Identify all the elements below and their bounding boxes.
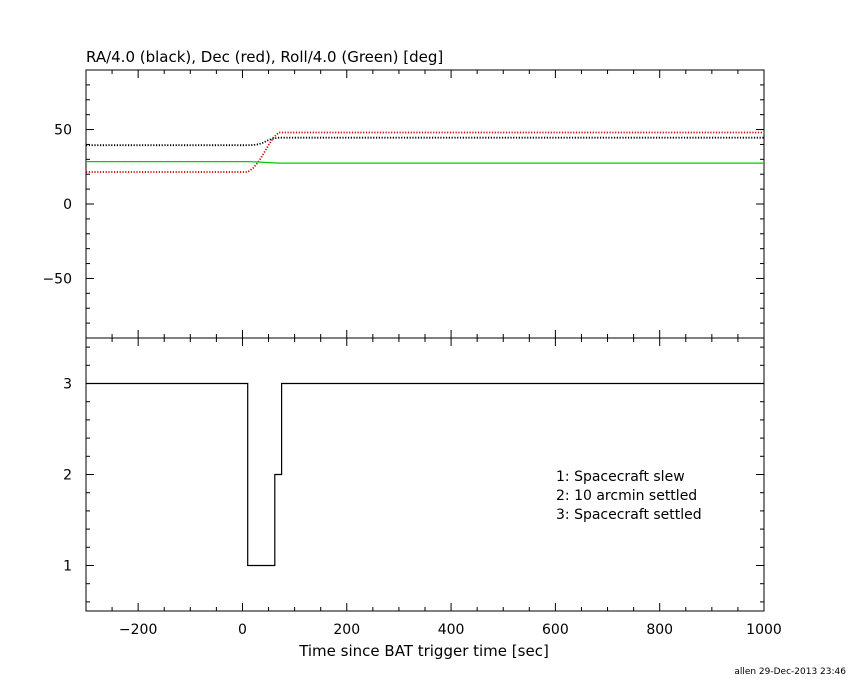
y-tick-label-upper: −50 [42, 271, 72, 287]
chart-title: RA/4.0 (black), Dec (red), Roll/4.0 (Gre… [86, 48, 443, 66]
y-tick-label-upper: 50 [54, 123, 72, 139]
legend-item-10-arcmin: 2: 10 arcmin settled [556, 488, 697, 504]
y-tick-label-upper: 0 [63, 197, 72, 213]
legend-item-settled: 3: Spacecraft settled [556, 507, 702, 523]
y-tick-label-lower: 1 [63, 559, 72, 575]
y-tick-label-lower: 3 [63, 377, 72, 393]
x-tick-label: 1000 [746, 622, 782, 638]
settle-state-step-line [86, 382, 764, 567]
x-tick-label: 0 [238, 622, 247, 638]
x-tick-label: 600 [542, 622, 569, 638]
axis-tick-labels: 50 0 −50 3 2 1 −200 0 200 400 600 800 1000 [42, 123, 781, 638]
data-series [86, 131, 764, 567]
x-tick-label: 400 [438, 622, 465, 638]
legend-item-slew: 1: Spacecraft slew [556, 469, 685, 485]
x-axis-label: Time since BAT trigger time [sec] [298, 642, 549, 660]
x-tick-label: 800 [646, 622, 673, 638]
x-tick-label: 200 [333, 622, 360, 638]
axis-ticks [85, 70, 765, 611]
footer-credit: allen 29-Dec-2013 23:46 [734, 667, 846, 677]
y-tick-label-lower: 2 [63, 468, 72, 484]
series-line-ra [86, 136, 764, 147]
x-tick-label: −200 [119, 622, 157, 638]
series-line-roll [86, 161, 764, 164]
upper-plot-frame [85, 69, 765, 339]
